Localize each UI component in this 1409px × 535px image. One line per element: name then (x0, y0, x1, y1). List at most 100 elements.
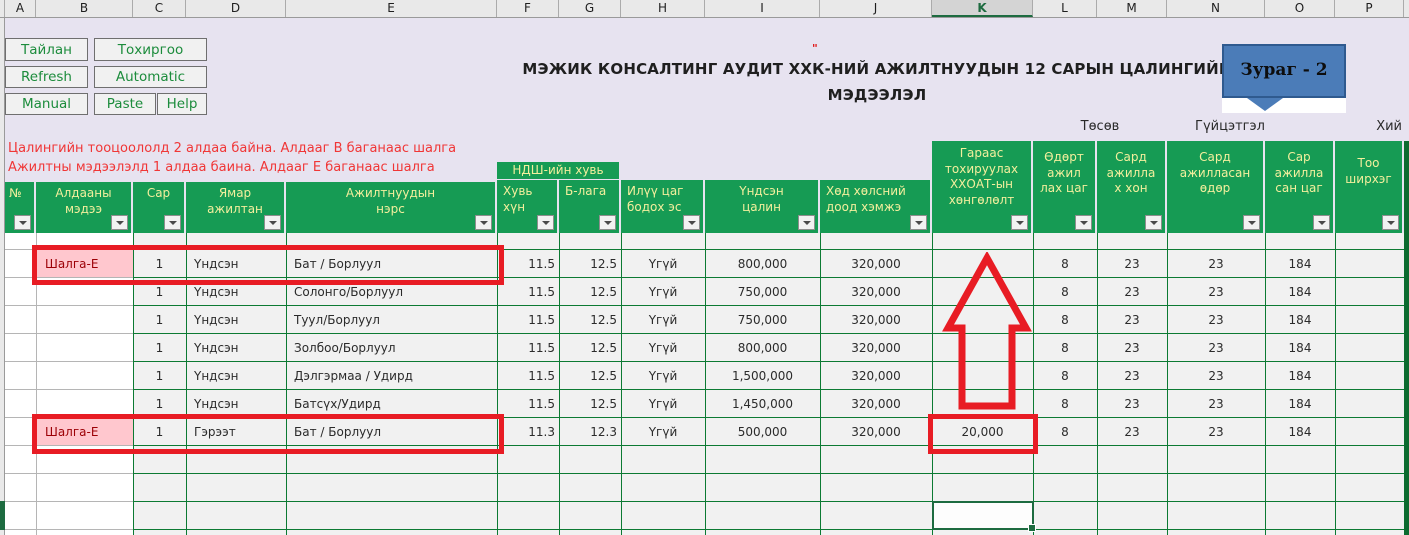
column-header-B[interactable]: B (36, 0, 133, 17)
cell-hours-month[interactable]: 184 (1288, 313, 1312, 327)
cell-days-month[interactable]: 23 (1124, 397, 1140, 411)
column-header-G[interactable]: G (559, 0, 621, 17)
cell-ndsh-person[interactable]: 11.5 (528, 341, 555, 355)
cell-overtime[interactable]: Үгүй (648, 313, 678, 327)
cell-hours-month[interactable]: 184 (1288, 425, 1312, 439)
cell-overtime[interactable]: Үгүй (648, 257, 678, 271)
filter-dropdown-icon[interactable] (910, 215, 927, 230)
cell-days-worked[interactable]: 23 (1208, 369, 1224, 383)
cell-days-month[interactable]: 23 (1124, 257, 1140, 271)
filter-dropdown-icon[interactable] (683, 215, 700, 230)
cell-emp-type[interactable]: Үндсэн (194, 397, 239, 411)
header-no[interactable]: № (5, 182, 36, 233)
cell-emp-type[interactable]: Үндсэн (194, 313, 239, 327)
cell-p[interactable] (1335, 418, 1404, 446)
filter-dropdown-icon[interactable] (1313, 215, 1330, 230)
cell-ndsh-org[interactable]: 12.3 (590, 425, 617, 439)
filter-dropdown-icon[interactable] (1075, 215, 1092, 230)
cell-ndsh-org[interactable]: 12.5 (590, 369, 617, 383)
cell-emp-type[interactable]: Үндсэн (194, 285, 239, 299)
column-header-P[interactable]: P (1335, 0, 1404, 17)
cell-hours-month[interactable]: 184 (1288, 341, 1312, 355)
cell-ndsh-org[interactable]: 12.5 (590, 285, 617, 299)
report-button[interactable]: Тайлан (5, 38, 88, 61)
cell-days-worked[interactable]: 23 (1208, 397, 1224, 411)
settings-button[interactable]: Тохиргоо (94, 38, 207, 61)
cell-emp-name[interactable]: Золбоо/Борлуул (294, 341, 396, 355)
cell-salary[interactable]: 800,000 (737, 341, 788, 355)
cell-overtime[interactable]: Үгүй (648, 425, 678, 439)
header-deduction[interactable]: Гараас тохируулах ХХОАТ-ын хөнгөлөлт (932, 141, 1033, 233)
cell-min-wage[interactable]: 320,000 (851, 397, 901, 411)
filter-dropdown-icon[interactable] (1243, 215, 1260, 230)
cell-p[interactable] (1335, 306, 1404, 334)
cell-hours-day[interactable]: 8 (1061, 425, 1069, 439)
cell-hours-day[interactable]: 8 (1061, 341, 1069, 355)
cell-ndsh-org[interactable]: 12.5 (590, 397, 617, 411)
manual-button[interactable]: Manual (5, 93, 88, 115)
cell-hours-day[interactable]: 8 (1061, 313, 1069, 327)
header-days-month[interactable]: Сард ажилла х хон (1097, 141, 1167, 233)
header-min-wage[interactable]: Хөд хөлсний доод хэмжэ (820, 180, 932, 233)
column-header-H[interactable]: H (621, 0, 705, 17)
column-header-C[interactable]: C (133, 0, 186, 17)
cell-emp-type[interactable]: Үндсэн (194, 341, 239, 355)
cell-error-flag[interactable]: Шалга-E (37, 250, 133, 277)
cell-a[interactable] (5, 306, 36, 334)
cell-hours-month[interactable]: 184 (1288, 285, 1312, 299)
cell-p[interactable] (1335, 278, 1404, 306)
cell-hours-day[interactable]: 8 (1061, 257, 1069, 271)
cell-emp-name[interactable]: Солонго/Борлуул (294, 285, 404, 299)
column-header-E[interactable]: E (286, 0, 497, 17)
cell-days-worked[interactable]: 23 (1208, 341, 1224, 355)
filter-dropdown-icon[interactable] (1382, 215, 1399, 230)
cell-month[interactable]: 1 (155, 397, 164, 411)
column-header-J[interactable]: J (820, 0, 932, 17)
cell-a[interactable] (5, 362, 36, 390)
cell-error-flag[interactable] (36, 306, 133, 334)
header-hours-day[interactable]: Өдөрт ажил лах цаг (1033, 141, 1097, 233)
cell-p[interactable] (1335, 250, 1404, 278)
header-ndsh-org[interactable]: Б-лага (559, 180, 621, 233)
cell-month[interactable]: 1 (155, 257, 164, 271)
help-button[interactable]: Help (157, 93, 207, 115)
column-header-N[interactable]: N (1167, 0, 1265, 17)
column-header-K-selected[interactable]: K (932, 0, 1033, 17)
cell-salary[interactable]: 800,000 (737, 257, 788, 271)
cell-hours-day[interactable]: 8 (1061, 397, 1069, 411)
cell-days-month[interactable]: 23 (1124, 369, 1140, 383)
filter-dropdown-icon[interactable] (164, 215, 181, 230)
paste-button[interactable]: Paste (94, 93, 156, 115)
fill-handle[interactable] (1028, 524, 1036, 532)
header-quantity[interactable]: Тоо ширхэг (1335, 141, 1404, 233)
cell-overtime[interactable]: Үгүй (648, 369, 678, 383)
column-header-M[interactable]: M (1097, 0, 1167, 17)
header-emp-name[interactable]: Ажилтнуудын нэрс (286, 182, 497, 233)
header-month[interactable]: Сар (133, 182, 186, 233)
refresh-button[interactable]: Refresh (5, 66, 88, 88)
filter-dropdown-icon[interactable] (1011, 215, 1028, 230)
header-days-worked[interactable]: Сард ажилласан өдөр (1167, 141, 1265, 233)
cell-emp-name[interactable]: Бат / Борлуул (294, 425, 381, 439)
cell-hours-day[interactable]: 8 (1061, 369, 1069, 383)
cell-month[interactable]: 1 (155, 425, 164, 439)
cell-salary[interactable]: 1,450,000 (731, 397, 794, 411)
automatic-button[interactable]: Automatic (94, 66, 207, 88)
cell-salary[interactable]: 1,500,000 (731, 369, 794, 383)
filter-dropdown-icon[interactable] (14, 215, 31, 230)
header-error[interactable]: Алдааны мэдээ (36, 182, 133, 233)
cell-ndsh-org[interactable]: 12.5 (590, 313, 617, 327)
corner-cell[interactable] (0, 0, 5, 17)
cell-min-wage[interactable]: 320,000 (851, 257, 901, 271)
cell-min-wage[interactable]: 320,000 (851, 285, 901, 299)
cell-p[interactable] (1335, 334, 1404, 362)
cell-emp-type[interactable]: Үндсэн (194, 369, 239, 383)
cell-salary[interactable]: 750,000 (737, 313, 788, 327)
cell-month[interactable]: 1 (155, 341, 164, 355)
cell-hours-month[interactable]: 184 (1288, 369, 1312, 383)
cell-month[interactable]: 1 (155, 285, 164, 299)
cell-month[interactable]: 1 (155, 313, 164, 327)
cell-min-wage[interactable]: 320,000 (851, 369, 901, 383)
cell-hours-day[interactable]: 8 (1061, 285, 1069, 299)
cell-days-worked[interactable]: 23 (1208, 313, 1224, 327)
